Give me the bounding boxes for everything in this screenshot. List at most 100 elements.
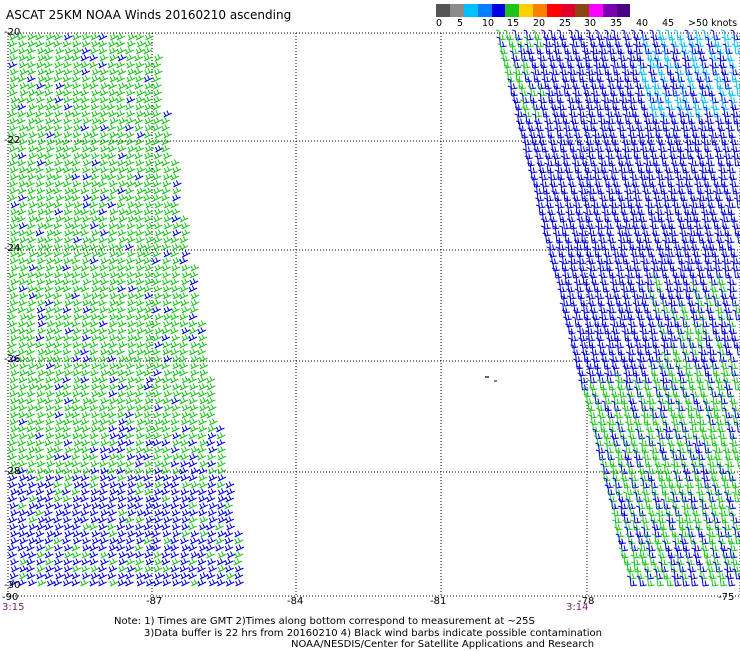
wind-barb (10, 565, 20, 573)
wind-barb (17, 390, 27, 398)
wind-barb (702, 512, 714, 524)
wind-barb (668, 232, 679, 244)
wind-barb (153, 96, 163, 104)
wind-barb (125, 194, 135, 202)
wind-barb (163, 250, 173, 258)
wind-barb (630, 512, 642, 524)
wind-barb (53, 75, 63, 83)
wind-barb (199, 523, 208, 531)
wind-barb (703, 519, 714, 531)
wind-barb (709, 316, 720, 328)
wind-barb (145, 201, 154, 209)
wind-barb (180, 418, 190, 426)
wind-barb (694, 337, 705, 349)
wind-barb (19, 89, 29, 97)
wind-barb (586, 190, 597, 202)
wind-barb (19, 131, 28, 139)
wind-barb (81, 446, 91, 454)
wind-barb (734, 421, 740, 433)
wind-barb (55, 145, 65, 153)
wind-barb (623, 372, 634, 384)
wind-barb (126, 110, 135, 118)
wind-barb (732, 484, 740, 496)
wind-barb (704, 155, 716, 167)
wind-barb (44, 551, 54, 559)
wind-barb (64, 173, 74, 181)
wind-barb (64, 446, 74, 454)
wind-barb (571, 162, 582, 174)
wind-barb (44, 236, 53, 244)
wind-barb (116, 299, 125, 307)
wind-barb (700, 470, 711, 482)
lon-label-78: -78 (578, 596, 595, 607)
wind-barb (36, 306, 46, 314)
wind-barb (621, 64, 632, 76)
wind-barb (172, 516, 182, 524)
wind-barb (136, 481, 146, 489)
wind-barb (36, 96, 45, 104)
wind-barb (564, 57, 575, 69)
wind-barb (712, 260, 723, 272)
wind-barb (189, 278, 199, 286)
wind-barb (197, 348, 206, 356)
wind-barb (153, 355, 162, 363)
wind-barb (143, 404, 153, 412)
wind-barb (125, 467, 134, 475)
wind-barb (73, 117, 83, 125)
wind-barb (199, 439, 209, 447)
wind-barb (172, 166, 182, 174)
wind-barb (635, 498, 646, 510)
wind-barb (539, 64, 551, 76)
wind-barb (28, 502, 38, 510)
wind-barb (10, 488, 20, 496)
wind-barb (182, 271, 191, 279)
wind-barb (44, 243, 53, 251)
wind-barb (20, 313, 29, 321)
wind-barb (98, 180, 107, 188)
wind-barb (199, 397, 209, 405)
wind-barb (172, 495, 181, 503)
wind-barb (678, 526, 690, 538)
wind-barb (109, 439, 118, 447)
wind-barb (54, 96, 64, 104)
wind-barb (45, 68, 55, 76)
wind-barb (135, 229, 145, 237)
wind-barb (118, 152, 127, 160)
legend-label: 10 (482, 18, 495, 29)
lat-lon-grid (8, 33, 740, 596)
wind-barb (163, 152, 173, 160)
wind-barb (720, 183, 732, 195)
wind-barb (152, 383, 161, 391)
wind-barb (91, 292, 101, 300)
wind-barb (161, 495, 171, 503)
wind-barb (17, 439, 27, 447)
wind-barb (63, 481, 73, 489)
wind-barb (508, 43, 520, 55)
wind-barb (71, 572, 81, 580)
wind-barb (73, 362, 82, 370)
wind-barb (71, 166, 81, 174)
wind-barb (181, 411, 191, 419)
wind-barb (82, 453, 92, 461)
wind-barb (208, 467, 217, 475)
wind-barb (9, 362, 19, 370)
wind-barb (71, 320, 81, 328)
wind-barb (724, 239, 735, 251)
wind-barb (615, 456, 626, 468)
wind-barb (611, 512, 622, 524)
wind-barb (80, 376, 90, 384)
wind-barb (44, 271, 54, 279)
wind-barb (594, 148, 605, 160)
wind-barb (118, 418, 128, 426)
wind-barb (27, 138, 37, 146)
wind-barb (18, 229, 28, 237)
wind-barb (584, 99, 596, 111)
wind-barb (127, 481, 137, 489)
wind-barb (654, 92, 665, 104)
wind-barb (109, 166, 119, 174)
wind-barb (153, 187, 163, 195)
wind-barb (19, 558, 29, 566)
wind-barb (564, 239, 575, 251)
wind-barb (197, 376, 207, 384)
wind-barb (720, 71, 731, 83)
